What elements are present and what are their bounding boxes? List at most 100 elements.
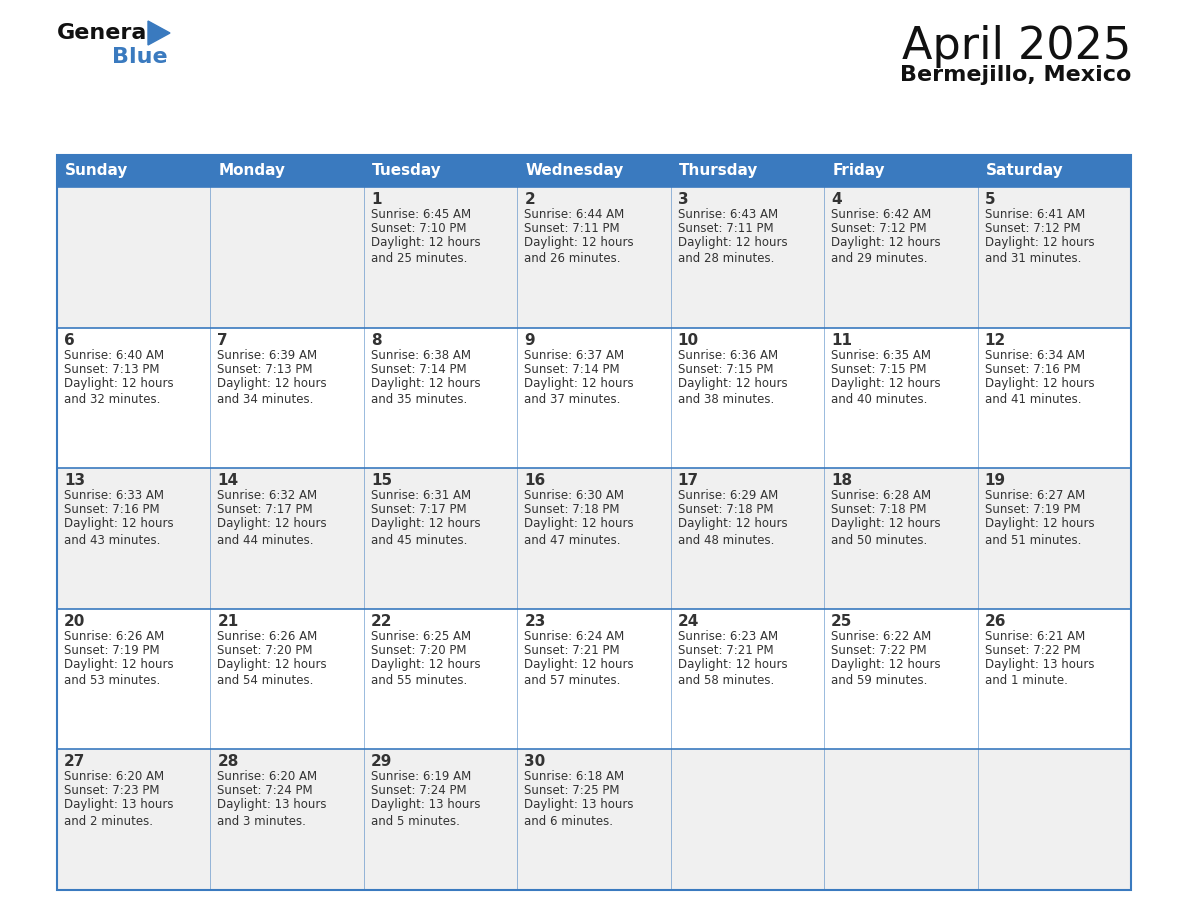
Text: Sunset: 7:14 PM: Sunset: 7:14 PM (371, 363, 467, 375)
Text: 18: 18 (832, 473, 852, 488)
Text: Wednesday: Wednesday (525, 163, 624, 178)
Text: Sunset: 7:17 PM: Sunset: 7:17 PM (217, 503, 314, 516)
Text: 25: 25 (832, 614, 853, 629)
Text: Sunset: 7:11 PM: Sunset: 7:11 PM (524, 222, 620, 235)
Text: 17: 17 (677, 473, 699, 488)
Text: 13: 13 (64, 473, 86, 488)
Text: 23: 23 (524, 614, 545, 629)
Text: Bermejillo, Mexico: Bermejillo, Mexico (899, 65, 1131, 85)
Text: Daylight: 12 hours
and 34 minutes.: Daylight: 12 hours and 34 minutes. (217, 376, 327, 406)
Text: 26: 26 (985, 614, 1006, 629)
Text: Daylight: 12 hours
and 44 minutes.: Daylight: 12 hours and 44 minutes. (217, 517, 327, 547)
Text: Tuesday: Tuesday (372, 163, 442, 178)
Text: 7: 7 (217, 332, 228, 348)
Text: Daylight: 12 hours
and 59 minutes.: Daylight: 12 hours and 59 minutes. (832, 658, 941, 688)
Text: Sunrise: 6:34 AM: Sunrise: 6:34 AM (985, 349, 1085, 362)
Text: Sunset: 7:16 PM: Sunset: 7:16 PM (64, 503, 159, 516)
Text: Sunrise: 6:31 AM: Sunrise: 6:31 AM (371, 489, 470, 502)
Text: 22: 22 (371, 614, 392, 629)
Text: Sunset: 7:25 PM: Sunset: 7:25 PM (524, 784, 620, 798)
Text: Sunrise: 6:24 AM: Sunrise: 6:24 AM (524, 630, 625, 643)
Text: 1: 1 (371, 192, 381, 207)
Text: 12: 12 (985, 332, 1006, 348)
Text: 9: 9 (524, 332, 535, 348)
Text: Sunrise: 6:19 AM: Sunrise: 6:19 AM (371, 770, 472, 783)
Text: Sunrise: 6:38 AM: Sunrise: 6:38 AM (371, 349, 470, 362)
Text: Sunrise: 6:35 AM: Sunrise: 6:35 AM (832, 349, 931, 362)
Text: General: General (57, 23, 154, 43)
Text: 3: 3 (677, 192, 688, 207)
Text: Sunrise: 6:28 AM: Sunrise: 6:28 AM (832, 489, 931, 502)
Text: 30: 30 (524, 755, 545, 769)
Text: 8: 8 (371, 332, 381, 348)
Text: Daylight: 12 hours
and 54 minutes.: Daylight: 12 hours and 54 minutes. (217, 658, 327, 688)
Text: Daylight: 12 hours
and 50 minutes.: Daylight: 12 hours and 50 minutes. (832, 517, 941, 547)
Text: 29: 29 (371, 755, 392, 769)
Text: Daylight: 12 hours
and 55 minutes.: Daylight: 12 hours and 55 minutes. (371, 658, 480, 688)
Text: Saturday: Saturday (986, 163, 1063, 178)
Text: Daylight: 12 hours
and 32 minutes.: Daylight: 12 hours and 32 minutes. (64, 376, 173, 406)
Text: Daylight: 12 hours
and 51 minutes.: Daylight: 12 hours and 51 minutes. (985, 517, 1094, 547)
Text: Sunset: 7:17 PM: Sunset: 7:17 PM (371, 503, 467, 516)
Text: Sunrise: 6:41 AM: Sunrise: 6:41 AM (985, 208, 1085, 221)
Bar (57, 155, 1131, 890)
Text: 4: 4 (832, 192, 842, 207)
Text: Daylight: 12 hours
and 38 minutes.: Daylight: 12 hours and 38 minutes. (677, 376, 788, 406)
Text: Sunset: 7:18 PM: Sunset: 7:18 PM (677, 503, 773, 516)
Text: 24: 24 (677, 614, 699, 629)
Text: Sunset: 7:11 PM: Sunset: 7:11 PM (677, 222, 773, 235)
Text: 10: 10 (677, 332, 699, 348)
Text: 2: 2 (524, 192, 535, 207)
Text: Daylight: 12 hours
and 35 minutes.: Daylight: 12 hours and 35 minutes. (371, 376, 480, 406)
Text: Friday: Friday (832, 163, 885, 178)
Text: Sunrise: 6:23 AM: Sunrise: 6:23 AM (677, 630, 778, 643)
Text: Daylight: 12 hours
and 43 minutes.: Daylight: 12 hours and 43 minutes. (64, 517, 173, 547)
Text: April 2025: April 2025 (902, 25, 1131, 68)
Text: Sunset: 7:20 PM: Sunset: 7:20 PM (217, 644, 312, 656)
Text: Sunset: 7:19 PM: Sunset: 7:19 PM (985, 503, 1080, 516)
Text: Sunrise: 6:26 AM: Sunrise: 6:26 AM (64, 630, 164, 643)
Text: 6: 6 (64, 332, 75, 348)
Text: Sunrise: 6:22 AM: Sunrise: 6:22 AM (832, 630, 931, 643)
Text: Sunrise: 6:32 AM: Sunrise: 6:32 AM (217, 489, 317, 502)
Text: 21: 21 (217, 614, 239, 629)
Text: Sunrise: 6:26 AM: Sunrise: 6:26 AM (217, 630, 317, 643)
Text: Sunrise: 6:29 AM: Sunrise: 6:29 AM (677, 489, 778, 502)
Text: Sunset: 7:19 PM: Sunset: 7:19 PM (64, 644, 159, 656)
Bar (57, 155, 1131, 187)
Text: 20: 20 (64, 614, 86, 629)
Text: Sunset: 7:16 PM: Sunset: 7:16 PM (985, 363, 1080, 375)
Text: Monday: Monday (219, 163, 285, 178)
Text: Sunrise: 6:40 AM: Sunrise: 6:40 AM (64, 349, 164, 362)
Text: Daylight: 12 hours
and 25 minutes.: Daylight: 12 hours and 25 minutes. (371, 236, 480, 265)
Text: Sunset: 7:23 PM: Sunset: 7:23 PM (64, 784, 159, 798)
Text: Sunrise: 6:45 AM: Sunrise: 6:45 AM (371, 208, 470, 221)
Text: Sunset: 7:10 PM: Sunset: 7:10 PM (371, 222, 467, 235)
Text: Daylight: 13 hours
and 5 minutes.: Daylight: 13 hours and 5 minutes. (371, 799, 480, 828)
Text: Daylight: 13 hours
and 3 minutes.: Daylight: 13 hours and 3 minutes. (217, 799, 327, 828)
Text: 14: 14 (217, 473, 239, 488)
Text: 19: 19 (985, 473, 1006, 488)
Text: 15: 15 (371, 473, 392, 488)
Text: Daylight: 12 hours
and 58 minutes.: Daylight: 12 hours and 58 minutes. (677, 658, 788, 688)
Text: Sunset: 7:18 PM: Sunset: 7:18 PM (524, 503, 620, 516)
Text: Daylight: 13 hours
and 6 minutes.: Daylight: 13 hours and 6 minutes. (524, 799, 633, 828)
Text: Sunrise: 6:42 AM: Sunrise: 6:42 AM (832, 208, 931, 221)
Text: Sunset: 7:12 PM: Sunset: 7:12 PM (985, 222, 1080, 235)
Text: Sunset: 7:15 PM: Sunset: 7:15 PM (832, 363, 927, 375)
Text: Sunrise: 6:44 AM: Sunrise: 6:44 AM (524, 208, 625, 221)
Text: Daylight: 12 hours
and 28 minutes.: Daylight: 12 hours and 28 minutes. (677, 236, 788, 265)
Text: Daylight: 12 hours
and 37 minutes.: Daylight: 12 hours and 37 minutes. (524, 376, 634, 406)
Text: 27: 27 (64, 755, 86, 769)
Text: Sunrise: 6:43 AM: Sunrise: 6:43 AM (677, 208, 778, 221)
Text: Sunrise: 6:20 AM: Sunrise: 6:20 AM (64, 770, 164, 783)
Text: Sunrise: 6:30 AM: Sunrise: 6:30 AM (524, 489, 624, 502)
Text: 5: 5 (985, 192, 996, 207)
Text: Sunrise: 6:20 AM: Sunrise: 6:20 AM (217, 770, 317, 783)
Text: Sunset: 7:14 PM: Sunset: 7:14 PM (524, 363, 620, 375)
Text: Sunset: 7:20 PM: Sunset: 7:20 PM (371, 644, 467, 656)
Text: Sunrise: 6:36 AM: Sunrise: 6:36 AM (677, 349, 778, 362)
Text: Sunrise: 6:18 AM: Sunrise: 6:18 AM (524, 770, 625, 783)
Text: Thursday: Thursday (678, 163, 758, 178)
Text: Daylight: 12 hours
and 40 minutes.: Daylight: 12 hours and 40 minutes. (832, 376, 941, 406)
